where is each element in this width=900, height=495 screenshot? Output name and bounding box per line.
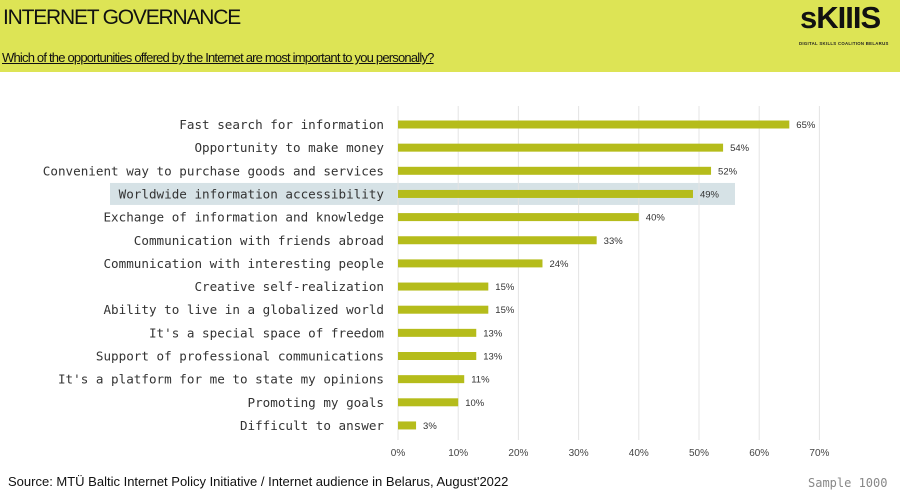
category-label: Ability to live in a globalized world (103, 302, 384, 317)
x-tick-label: 60% (749, 448, 769, 459)
data-label: 3% (423, 421, 437, 432)
x-tick-label: 70% (809, 448, 829, 459)
category-label: Opportunity to make money (194, 140, 384, 155)
category-label: It's a platform for me to state my opini… (58, 372, 384, 387)
data-label: 52% (718, 166, 738, 177)
data-label: 33% (604, 236, 624, 247)
data-label: 49% (700, 189, 720, 200)
bar (398, 143, 724, 152)
page-title: INTERNET GOVERNANCE (3, 6, 241, 29)
data-label: 24% (549, 259, 569, 270)
data-label: 10% (465, 398, 485, 409)
logo-wordmark: sKIIIS (800, 0, 881, 35)
skills-logo: sKIIIS DIGITAL SKILLS COALITION BELARUS (796, 0, 889, 52)
x-tick-label: 20% (508, 448, 528, 459)
bar (398, 120, 790, 129)
data-label: 11% (471, 375, 490, 386)
sample-size: Sample 1000 (808, 476, 888, 490)
category-label: Communication with interesting people (103, 256, 384, 271)
bar (398, 166, 712, 175)
category-label: Communication with friends abroad (134, 233, 384, 248)
bar (398, 236, 597, 245)
bar-chart: 0% 10% 20% 30% 40% 50% 60% 70% Fast search for i… (43, 106, 830, 459)
category-label: Promoting my goals (248, 395, 384, 410)
bar (398, 398, 459, 407)
category-label: Support of professional communications (96, 349, 384, 364)
bar (398, 305, 489, 314)
x-tick-label: 10% (448, 448, 468, 459)
source-note: Source: MTÜ Baltic Internet Policy Initi… (8, 474, 509, 489)
x-tick-label: 50% (689, 448, 709, 459)
bar (398, 421, 417, 430)
category-label: It's a special space of freedom (149, 325, 384, 340)
bar (398, 282, 489, 291)
bar (398, 259, 543, 268)
category-label: Worldwide information accessibility (119, 186, 385, 201)
data-label: 15% (495, 305, 515, 316)
x-tick-label: 0% (391, 448, 406, 459)
data-label: 15% (495, 282, 515, 293)
category-label: Creative self-realization (194, 279, 384, 294)
category-label: Difficult to answer (240, 418, 384, 433)
data-label: 13% (483, 352, 503, 363)
bar (398, 213, 639, 222)
category-label: Fast search for information (179, 117, 384, 132)
data-label: 54% (730, 143, 750, 154)
x-tick-label: 40% (629, 448, 649, 459)
data-label: 65% (796, 120, 816, 131)
data-label: 40% (646, 213, 666, 224)
data-label: 13% (483, 328, 503, 339)
bar (398, 328, 477, 337)
logo-subtitle: DIGITAL SKILLS COALITION BELARUS (799, 41, 889, 46)
bar (398, 375, 465, 384)
bar (398, 189, 693, 198)
header-band: INTERNET GOVERNANCE Which of the opportu… (0, 0, 900, 72)
category-label: Exchange of information and knowledge (103, 210, 384, 225)
category-label: Convenient way to purchase goods and ser… (43, 163, 384, 178)
bar (398, 352, 477, 360)
x-tick-label: 30% (569, 448, 589, 459)
survey-question: Which of the opportunities offered by th… (2, 50, 434, 65)
